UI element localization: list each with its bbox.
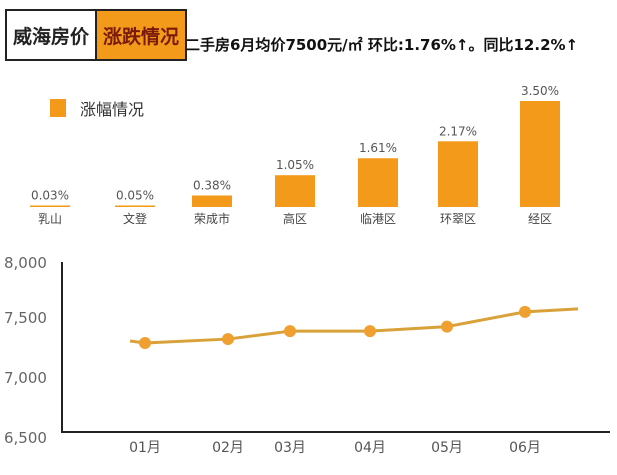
y-tick-label: 7,500 [4,309,47,327]
y-tick-label: 8,000 [4,254,47,272]
x-tick-label: 01月 [129,440,161,456]
bar-value-label: 1.05% [276,158,314,172]
bar [275,175,315,207]
bar [192,195,232,207]
bar-value-label: 0.05% [116,188,154,202]
data-point [364,325,376,338]
data-point [284,325,296,338]
y-tick-label: 6,500 [4,429,47,447]
y-tick-label: 7,000 [4,369,47,387]
x-tick-label: 02月 [212,440,244,456]
x-tick-label: 04月 [354,440,386,456]
data-point [139,337,151,350]
data-point [222,333,234,346]
city-title: 威海房价 [7,11,96,59]
data-point [519,305,531,318]
bar-category-label: 临港区 [360,212,396,226]
bar [30,205,70,207]
bar-legend: 涨幅情况 [50,96,144,120]
legend-label: 涨幅情况 [80,100,145,119]
bar-value-label: 0.03% [31,189,69,203]
data-point [441,320,453,333]
bar [438,141,478,207]
bar [115,205,155,207]
bar-category-label: 高区 [283,211,307,226]
change-title: 涨跌情况 [95,11,186,59]
bar [358,158,398,207]
bar-value-label: 2.17% [439,124,477,138]
bar-category-label: 环翠区 [440,212,476,226]
title-tag: 威海房价 涨跌情况 [5,9,188,61]
x-tick-label: 06月 [509,440,541,456]
price-summary: 二手房6月均价7500元/㎡ 环比:1.76%↑。同比12.2%↑ [185,36,579,54]
bar-category-label: 经区 [528,212,552,226]
bar [520,101,560,207]
x-tick-label: 05月 [431,440,463,456]
bar-category-label: 文登 [123,211,147,226]
bar-value-label: 3.50% [521,84,559,98]
x-tick-label: 03月 [274,440,306,456]
bar-category-label: 乳山 [38,212,62,226]
legend-swatch [50,99,66,117]
bar-value-label: 1.61% [359,141,397,155]
bar-category-label: 荣成市 [194,211,230,226]
price-line [129,307,579,345]
bar-value-label: 0.38% [193,178,231,192]
